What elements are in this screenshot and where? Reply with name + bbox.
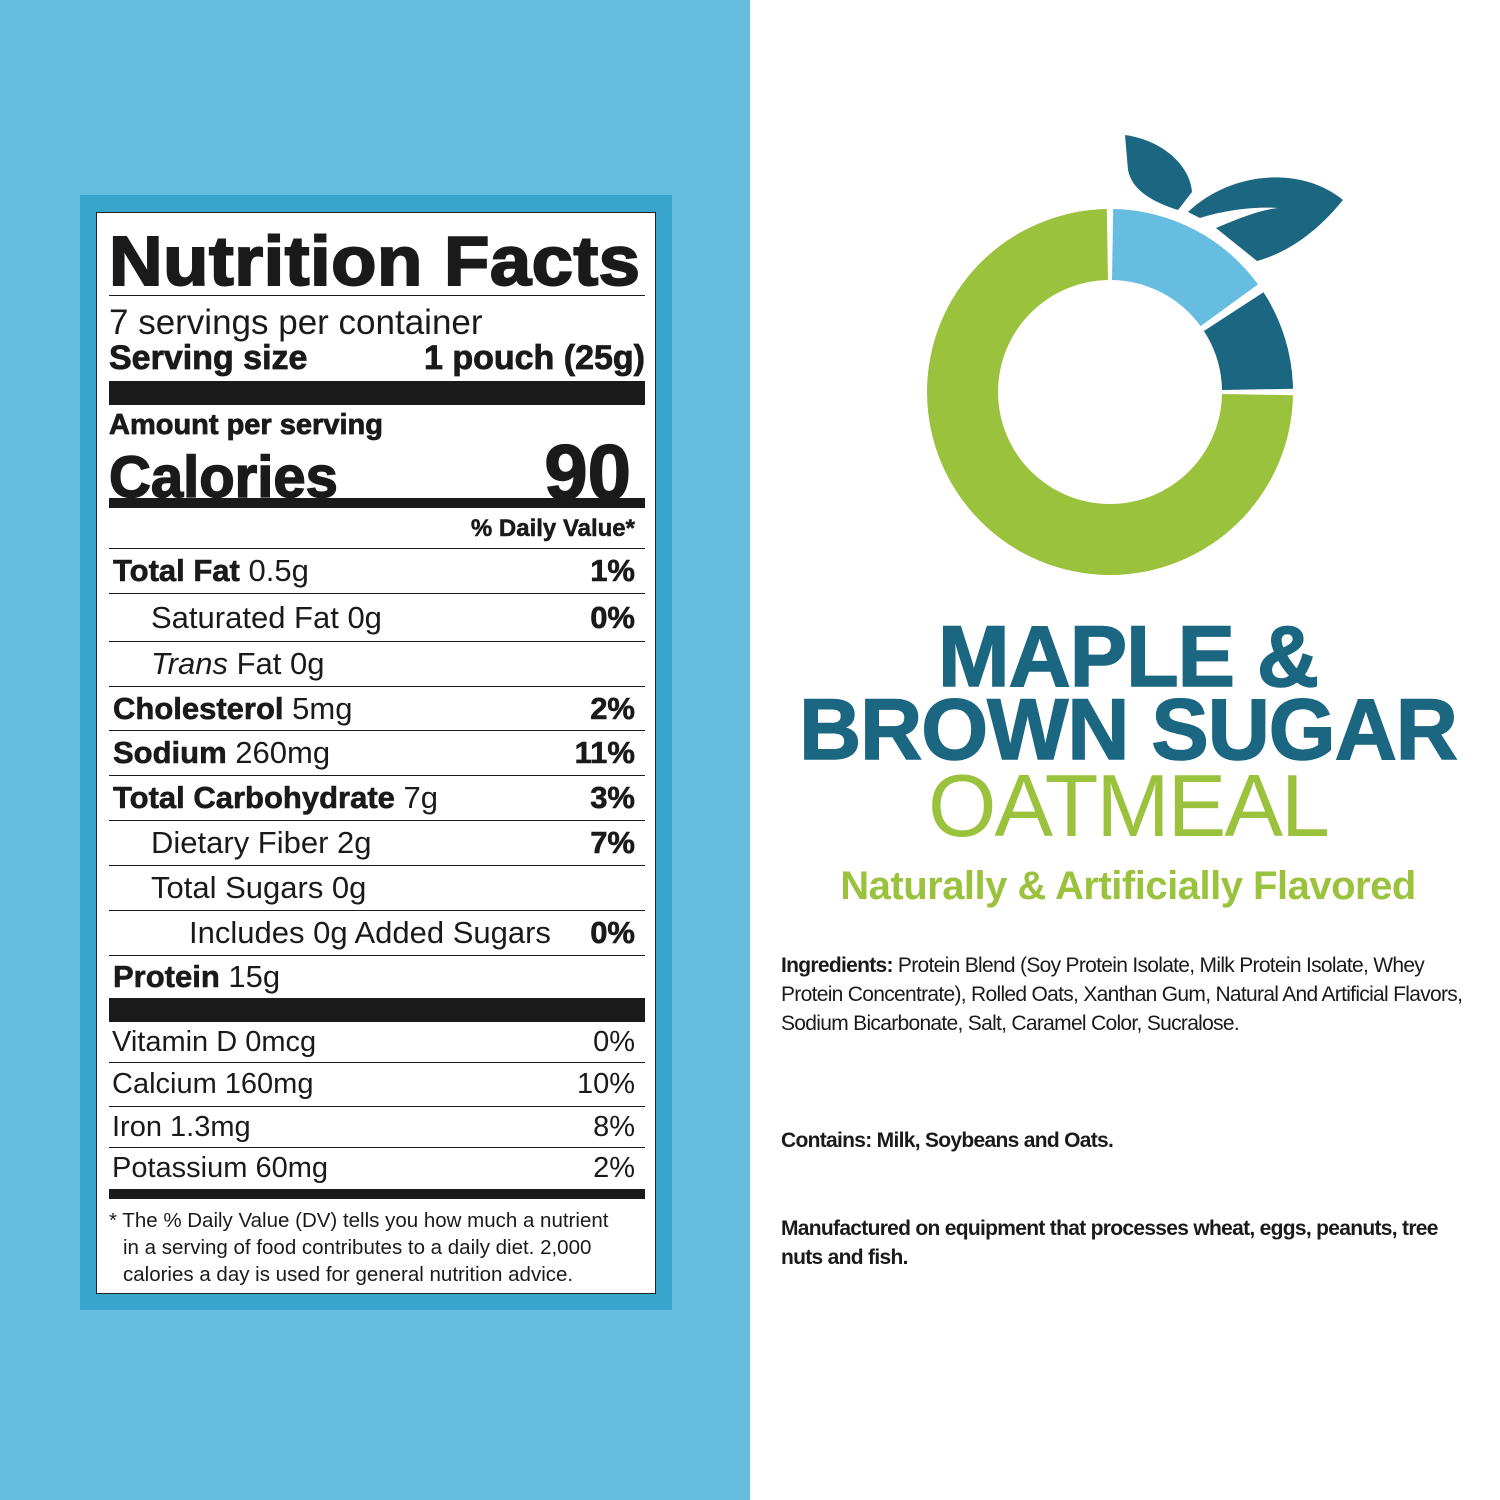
footnote-line: * The % Daily Value (DV) tells you how m… — [109, 1209, 609, 1232]
nutrient-name: Trans Fat 0g — [151, 646, 324, 682]
nutrient-row: Total Sugars 0g — [109, 866, 645, 911]
serving-size-label: Serving size — [109, 339, 308, 378]
nutrient-row: Total Fat 0.5g 1% — [109, 549, 645, 594]
nutrient-text: 15g — [219, 959, 281, 994]
product-title-line3: OATMEAL — [927, 756, 1330, 855]
nutrient-daily-value: 3% — [590, 780, 635, 816]
nutrient-name: Cholesterol 5mg — [113, 690, 353, 727]
nutrient-text: Cholesterol — [113, 690, 284, 726]
nutrient-row: Includes 0g Added Sugars 0% — [109, 911, 645, 956]
ingredients: Ingredients: Protein Blend (Soy Protein … — [781, 951, 1471, 1038]
nutrient-name: Total Fat 0.5g — [113, 553, 309, 589]
nutrition-facts-label: Nutrition Facts 7 servings per container… — [96, 212, 656, 1294]
nutrient-daily-value: 2% — [590, 690, 635, 726]
vitamin-row: Calcium 160mg 10% — [109, 1063, 645, 1107]
nutrient-text: 7g — [394, 780, 439, 815]
allergen-contains: Contains: Milk, Soybeans and Oats. — [781, 1129, 1114, 1152]
nutrient-text: 0.5g — [239, 553, 309, 588]
divider — [109, 295, 645, 296]
nutrient-text: Saturated Fat 0g — [151, 599, 382, 635]
nutrient-name: Saturated Fat 0g — [151, 600, 382, 636]
vitamin-daily-value: 2% — [593, 1152, 635, 1184]
amount-per-serving: Amount per serving — [109, 409, 384, 442]
logo-segment-light — [1112, 209, 1258, 327]
manufacturing-statement: Manufactured on equipment that processes… — [781, 1217, 1438, 1269]
nutrient-name: Dietary Fiber 2g — [151, 825, 372, 861]
nutrient-text: Dietary Fiber 2g — [151, 825, 372, 860]
footnote: * The % Daily Value (DV) tells you how m… — [109, 1207, 645, 1288]
nutrient-row: Total Carbohydrate 7g 3% — [109, 776, 645, 821]
vitamin-name: Vitamin D 0mcg — [112, 1025, 317, 1058]
nutrient-name: Total Carbohydrate 7g — [113, 780, 438, 816]
nutrient-name: Sodium 260mg — [113, 735, 330, 771]
vitamin-daily-value: 10% — [576, 1068, 635, 1100]
thick-divider — [109, 998, 645, 1022]
nutrient-row: Saturated Fat 0g 0% — [109, 594, 645, 642]
nutrient-daily-value: 0% — [590, 915, 635, 951]
nutrient-text: Protein — [113, 959, 220, 995]
footnote-line: in a serving of food contributes to a da… — [123, 1236, 592, 1259]
nutrient-text: 5mg — [283, 690, 353, 726]
vitamin-daily-value: 0% — [593, 1025, 635, 1058]
nutrient-text: Total Fat — [113, 553, 240, 589]
nutrient-row: Dietary Fiber 2g 7% — [109, 821, 645, 866]
nutrient-text: Trans — [151, 646, 228, 681]
flavor-statement: Naturally & Artificially Flavored — [840, 864, 1416, 908]
vitamin-name: Calcium 160mg — [112, 1068, 314, 1100]
footnote-line: calories a day is used for general nutri… — [123, 1263, 574, 1286]
medium-divider — [109, 1189, 645, 1199]
ingredients-label: Ingredients: — [781, 954, 893, 977]
divider — [109, 548, 645, 549]
thick-divider — [109, 381, 645, 405]
nutrient-daily-value: 7% — [590, 825, 635, 861]
nutrient-row: Cholesterol 5mg 2% — [109, 687, 645, 731]
nutrient-daily-value: 1% — [590, 553, 635, 589]
serving-size-value: 1 pouch (25g) — [423, 339, 646, 378]
nutrient-text: 260mg — [226, 735, 331, 770]
vitamin-row: Iron 1.3mg 8% — [109, 1107, 645, 1148]
nutrient-row: Protein 15g — [109, 956, 645, 998]
vitamin-daily-value: 8% — [593, 1110, 635, 1143]
donut-with-leaves-logo — [927, 135, 1343, 575]
serving-size: Serving size 1 pouch (25g) — [109, 339, 646, 378]
label-title: Nutrition Facts — [108, 221, 641, 301]
vitamin-name: Iron 1.3mg — [112, 1110, 251, 1143]
vitamin-row: Potassium 60mg 2% — [109, 1148, 645, 1189]
nutrient-text: Total Sugars 0g — [151, 870, 367, 905]
nutrient-text: Fat 0g — [227, 646, 325, 681]
small-leaf-icon — [1125, 135, 1192, 210]
nutrient-daily-value: 0% — [590, 599, 635, 635]
servings-per-container: 7 servings per container — [109, 303, 483, 342]
daily-value-header: % Daily Value* — [470, 515, 636, 543]
nutrient-text: Total Carbohydrate — [113, 780, 396, 816]
nutrient-text: Includes 0g Added Sugars — [189, 915, 551, 950]
product-title-line2: BROWN SUGAR — [798, 682, 1458, 778]
product-title-line1: MAPLE & — [937, 609, 1320, 705]
nutrient-text: Sodium — [113, 735, 227, 771]
logo-segment-dark — [1203, 292, 1293, 390]
nutrient-name: Includes 0g Added Sugars — [189, 915, 551, 951]
nutrient-daily-value: 11% — [574, 735, 635, 771]
nutrient-name: Total Sugars 0g — [151, 870, 366, 906]
logo-segment-green — [927, 209, 1293, 575]
large-leaf-icon — [1188, 177, 1343, 261]
nutrient-row: Sodium 260mg 11% — [109, 731, 645, 776]
ingredients-list: Protein Blend (Soy Protein Isolate, Milk… — [781, 954, 1463, 1035]
medium-divider — [109, 498, 645, 508]
vitamin-name: Potassium 60mg — [112, 1152, 328, 1184]
nutrient-row: Trans Fat 0g — [109, 642, 645, 687]
vitamin-row: Vitamin D 0mcg 0% — [109, 1022, 645, 1063]
nutrient-name: Protein 15g — [113, 959, 280, 995]
